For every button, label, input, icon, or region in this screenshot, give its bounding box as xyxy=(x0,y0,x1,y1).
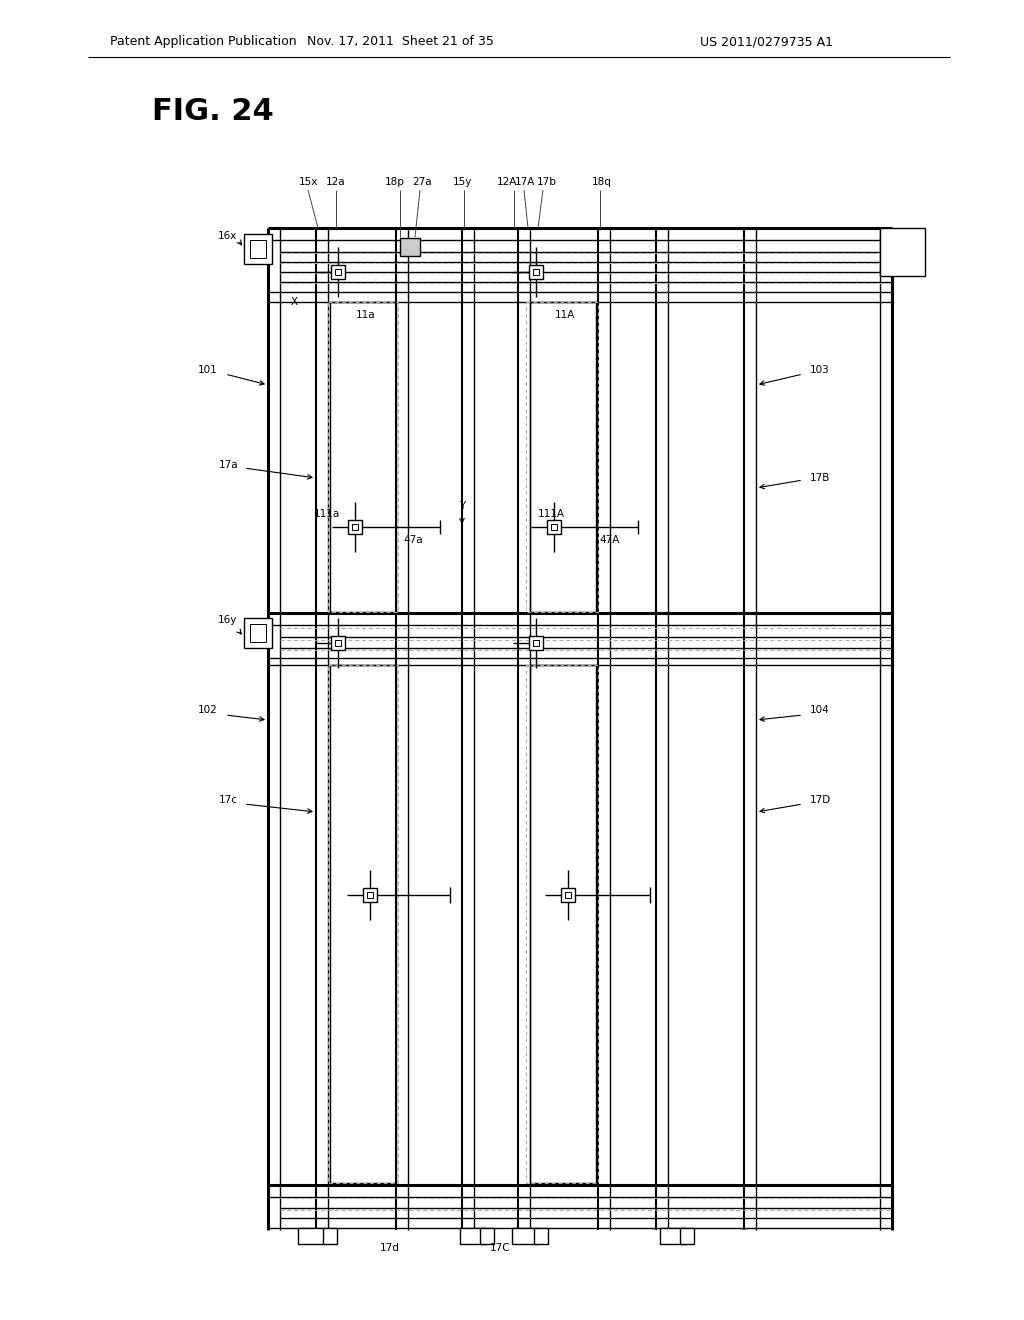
Text: 101: 101 xyxy=(199,366,218,375)
Bar xyxy=(561,888,575,902)
Bar xyxy=(551,524,557,531)
Bar xyxy=(460,1228,486,1243)
Bar xyxy=(565,892,571,898)
Bar xyxy=(330,302,396,612)
Text: 17c: 17c xyxy=(219,795,238,805)
Bar xyxy=(526,302,598,612)
Bar xyxy=(880,228,925,276)
Text: Nov. 17, 2011  Sheet 21 of 35: Nov. 17, 2011 Sheet 21 of 35 xyxy=(306,36,494,49)
Bar xyxy=(532,640,540,647)
Text: 18p: 18p xyxy=(385,177,404,187)
Bar xyxy=(367,892,373,898)
Bar xyxy=(244,618,272,648)
Text: 17D: 17D xyxy=(810,795,831,805)
Text: 17d: 17d xyxy=(380,1243,400,1253)
Bar xyxy=(328,665,398,1183)
Text: 16x: 16x xyxy=(218,231,237,242)
Text: 17a: 17a xyxy=(218,459,238,470)
Bar xyxy=(534,1228,548,1243)
Text: 104: 104 xyxy=(810,705,829,715)
Bar xyxy=(480,1228,494,1243)
Bar xyxy=(335,640,341,647)
Text: 12A: 12A xyxy=(497,177,517,187)
Text: Patent Application Publication: Patent Application Publication xyxy=(110,36,297,49)
Bar xyxy=(680,1228,694,1243)
Text: 18q: 18q xyxy=(592,177,612,187)
Text: 111A: 111A xyxy=(538,510,565,519)
Bar xyxy=(244,234,272,264)
Text: 16y: 16y xyxy=(218,615,237,624)
Text: 17A: 17A xyxy=(515,177,536,187)
Bar xyxy=(529,265,543,279)
Bar xyxy=(331,265,345,279)
Bar xyxy=(530,302,596,612)
Bar xyxy=(352,524,358,531)
Bar xyxy=(331,636,345,649)
Bar xyxy=(323,1228,337,1243)
Bar xyxy=(328,302,398,612)
Text: 111a: 111a xyxy=(313,510,340,519)
Bar xyxy=(532,269,540,275)
Text: 27a: 27a xyxy=(413,177,432,187)
Bar xyxy=(547,520,561,535)
Bar xyxy=(512,1228,538,1243)
Text: 11A: 11A xyxy=(555,310,575,319)
Text: 12a: 12a xyxy=(327,177,346,187)
Text: 17b: 17b xyxy=(537,177,557,187)
Text: 102: 102 xyxy=(199,705,218,715)
Text: 47a: 47a xyxy=(403,535,423,545)
Bar xyxy=(526,665,598,1183)
Text: 47A: 47A xyxy=(600,535,621,545)
Bar xyxy=(298,1228,324,1243)
Bar xyxy=(335,269,341,275)
Bar xyxy=(250,240,266,257)
Text: US 2011/0279735 A1: US 2011/0279735 A1 xyxy=(700,36,833,49)
Text: Y: Y xyxy=(459,502,465,511)
Text: 17C: 17C xyxy=(489,1243,510,1253)
Bar xyxy=(400,238,420,256)
Bar xyxy=(250,624,266,642)
Text: FIG. 24: FIG. 24 xyxy=(152,98,273,127)
Bar xyxy=(660,1228,686,1243)
Bar xyxy=(529,636,543,649)
Bar xyxy=(530,665,596,1183)
Text: 15x: 15x xyxy=(298,177,317,187)
Bar xyxy=(362,888,377,902)
Text: 11a: 11a xyxy=(356,310,376,319)
Text: 15y: 15y xyxy=(453,177,472,187)
Text: 17B: 17B xyxy=(810,473,830,483)
Text: 103: 103 xyxy=(810,366,829,375)
Text: X: X xyxy=(291,297,298,308)
Bar xyxy=(348,520,362,535)
Bar xyxy=(330,665,396,1183)
